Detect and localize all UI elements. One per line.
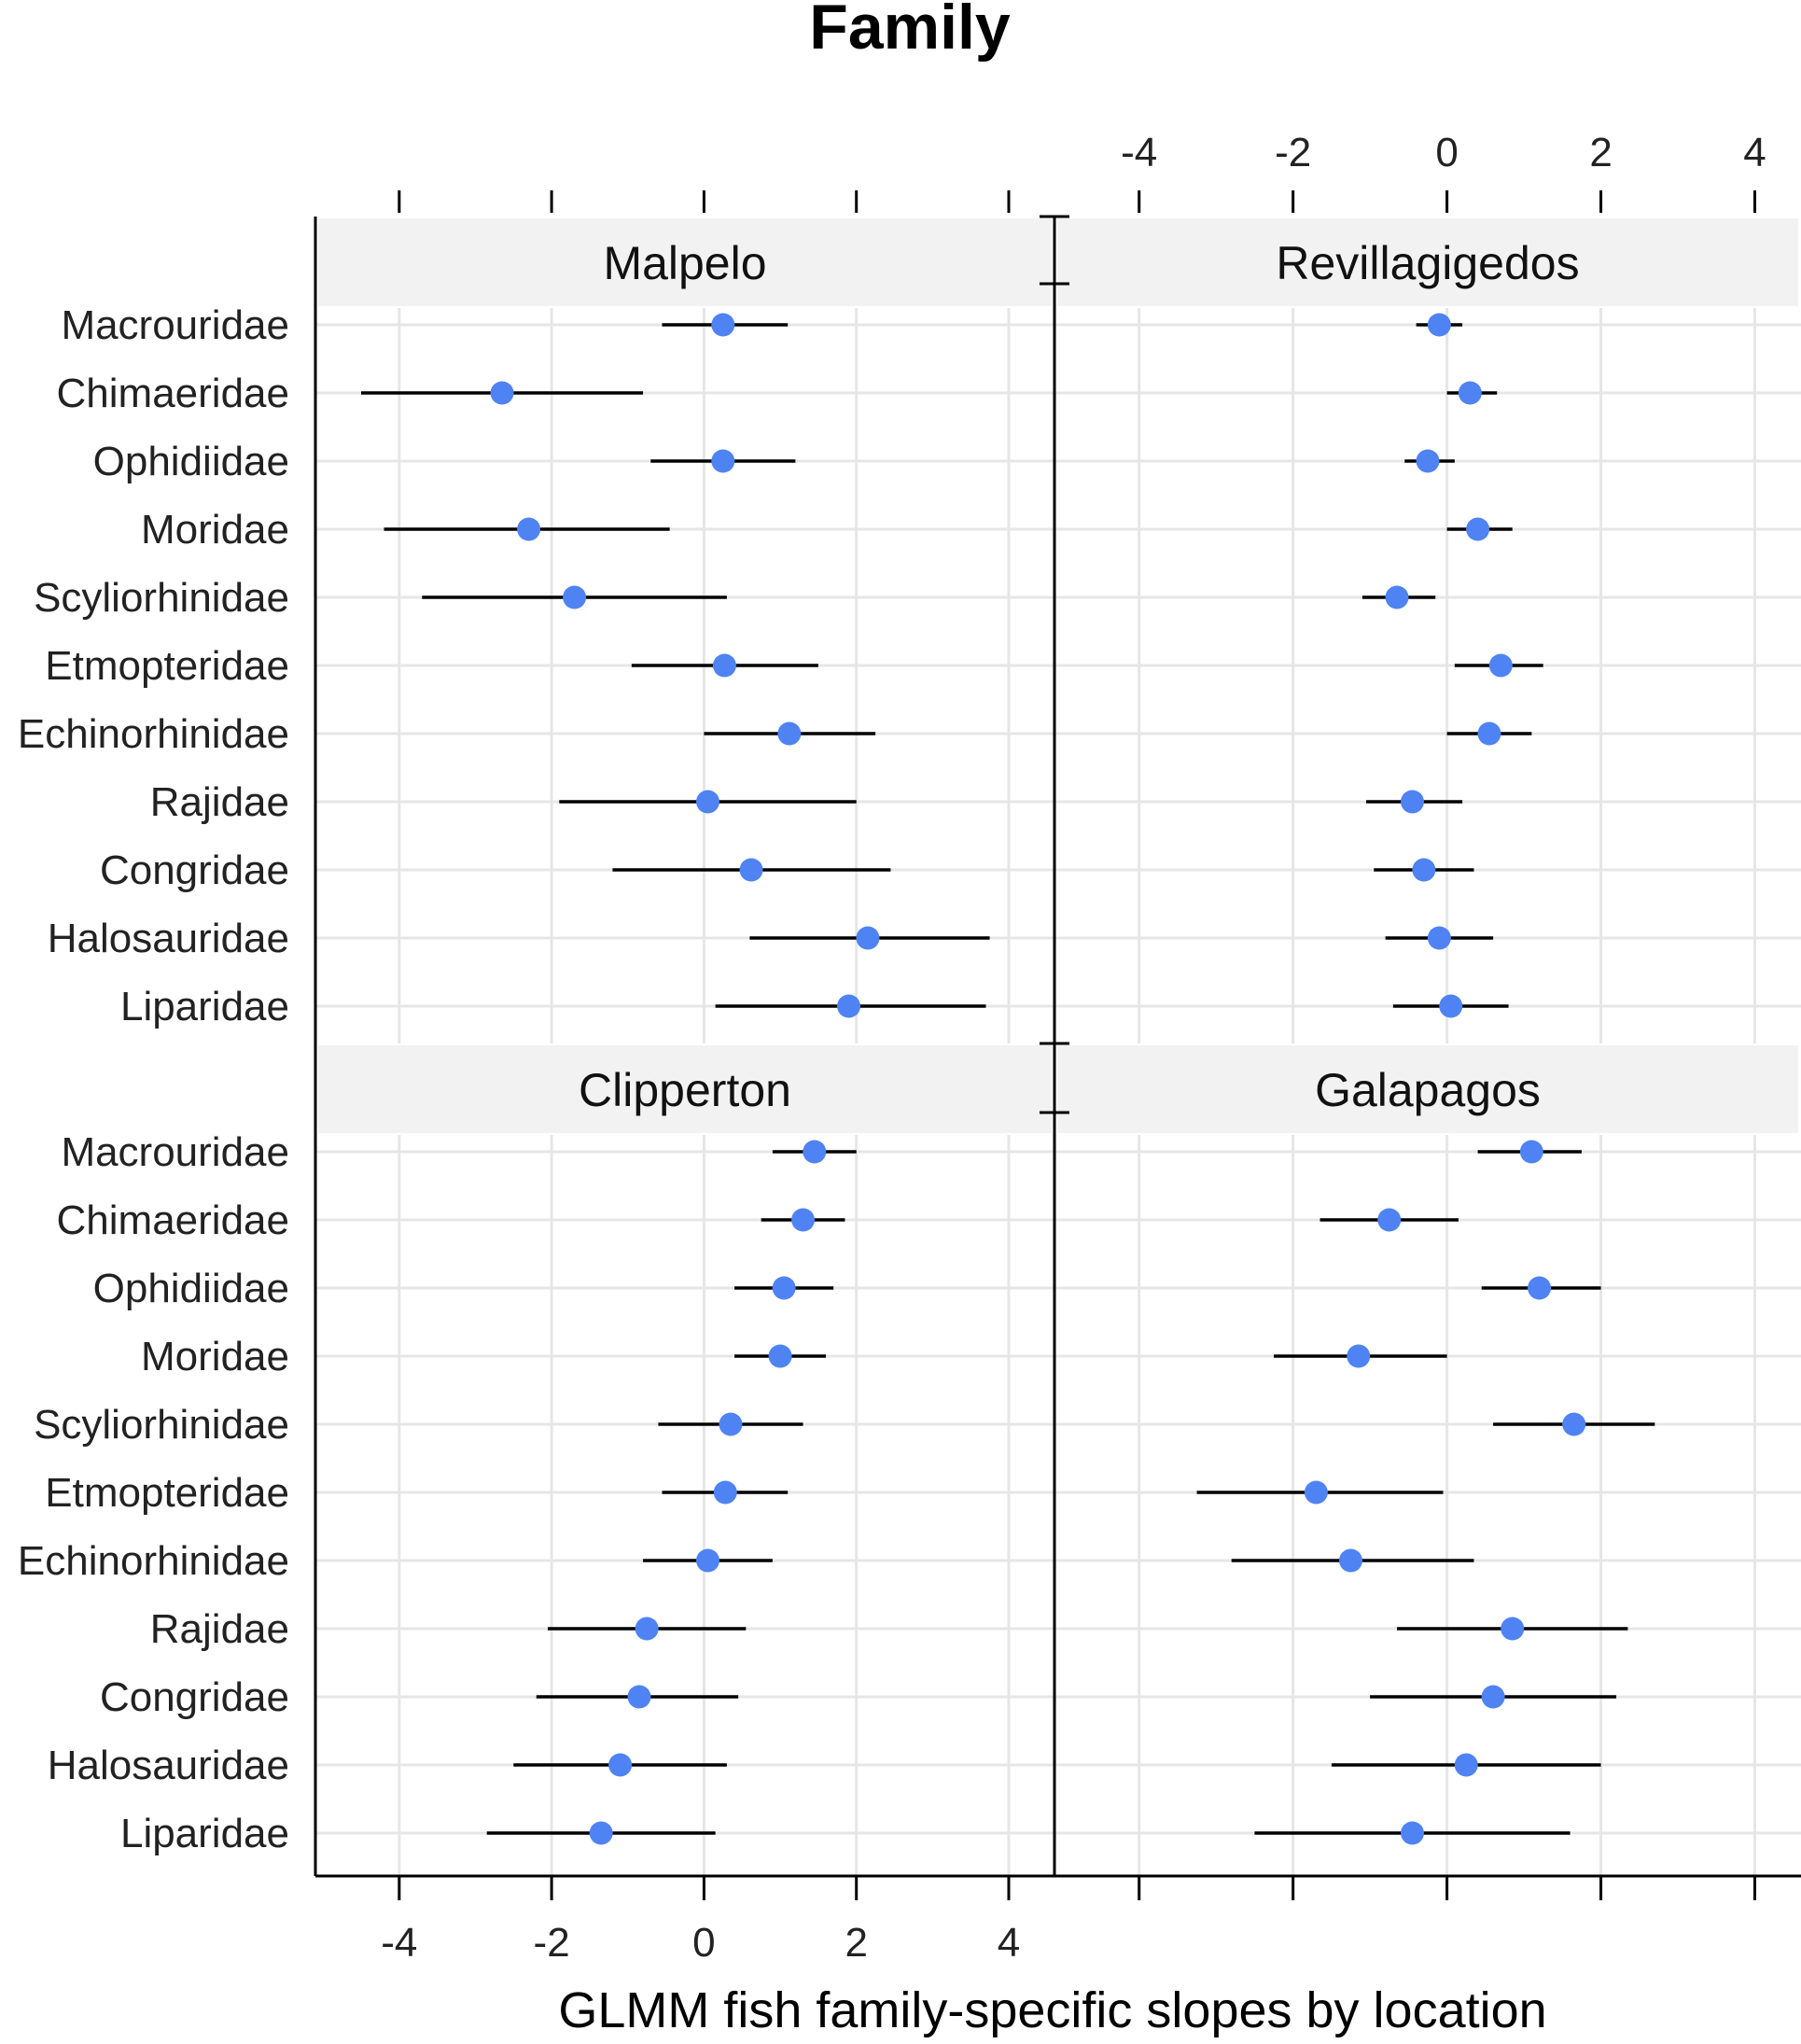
category-label-chimaeridae: Chimaeridae — [57, 371, 289, 416]
point-clipperton-congridae — [627, 1685, 651, 1709]
strip-label-revillagigedos: Revillagigedos — [1276, 237, 1579, 289]
category-label-ophidiidae: Ophidiidae — [93, 439, 289, 484]
point-clipperton-rajidae — [635, 1617, 659, 1641]
point-malpelo-liparidae — [837, 994, 861, 1018]
category-label-halosauridae: Halosauridae — [48, 1743, 289, 1788]
tick-label-bottom-left: -2 — [534, 1920, 570, 1966]
point-malpelo-scyliorhinidae — [563, 585, 587, 609]
point-malpelo-macrouridae — [711, 313, 735, 337]
point-clipperton-ophidiidae — [772, 1276, 796, 1300]
point-revillagigedos-etmopteridae — [1488, 653, 1513, 678]
category-label-congridae: Congridae — [100, 1674, 289, 1720]
point-revillagigedos-moridae — [1466, 517, 1490, 541]
category-label-echinorhinidae: Echinorhinidae — [18, 1538, 289, 1584]
point-clipperton-scyliorhinidae — [719, 1412, 743, 1436]
tick-label-top-right: -2 — [1275, 130, 1311, 175]
point-galapagos-etmopteridae — [1304, 1480, 1328, 1505]
point-clipperton-moridae — [768, 1344, 792, 1368]
point-revillagigedos-rajidae — [1401, 790, 1425, 814]
point-malpelo-halosauridae — [856, 926, 880, 950]
category-label-chimaeridae: Chimaeridae — [57, 1197, 289, 1243]
tick-label-bottom-left: 4 — [998, 1920, 1020, 1966]
point-galapagos-moridae — [1347, 1344, 1371, 1368]
point-revillagigedos-ophidiidae — [1416, 449, 1440, 473]
category-label-etmopteridae: Etmopteridae — [45, 643, 289, 689]
point-malpelo-echinorhinidae — [777, 721, 802, 746]
category-label-scyliorhinidae: Scyliorhinidae — [34, 1402, 289, 1448]
panel-malpelo: Malpelo — [315, 218, 1054, 1043]
strip-label-malpelo: Malpelo — [603, 237, 766, 289]
point-malpelo-congridae — [739, 858, 763, 882]
category-label-etmopteridae: Etmopteridae — [45, 1470, 289, 1516]
point-revillagigedos-echinorhinidae — [1477, 721, 1501, 746]
panel-revillagigedos: Revillagigedos — [1054, 218, 1801, 1043]
point-galapagos-echinorhinidae — [1339, 1548, 1363, 1573]
strip-malpelo — [318, 218, 1052, 306]
category-label-scyliorhinidae: Scyliorhinidae — [34, 575, 289, 621]
category-label-congridae: Congridae — [100, 847, 289, 893]
point-malpelo-ophidiidae — [711, 449, 735, 473]
strip-clipperton — [318, 1045, 1052, 1133]
strip-label-galapagos: Galapagos — [1315, 1064, 1541, 1116]
tick-label-bottom-left: 0 — [692, 1920, 715, 1966]
strip-revillagigedos — [1057, 218, 1798, 306]
chart-title: Family — [809, 0, 1011, 63]
category-label-macrouridae: Macrouridae — [61, 302, 289, 348]
point-galapagos-ophidiidae — [1528, 1276, 1552, 1300]
strip-label-clipperton: Clipperton — [579, 1064, 791, 1116]
point-galapagos-rajidae — [1501, 1617, 1525, 1641]
point-galapagos-halosauridae — [1454, 1753, 1478, 1777]
tick-label-top-right: 4 — [1743, 130, 1766, 175]
point-clipperton-chimaeridae — [791, 1208, 816, 1232]
category-label-liparidae: Liparidae — [120, 984, 289, 1029]
panel-galapagos: Galapagos — [1054, 1045, 1801, 1876]
category-label-rajidae: Rajidae — [150, 779, 289, 825]
point-galapagos-congridae — [1481, 1685, 1505, 1709]
panels: Malpelo Revillagigedos Clipperton Galapagos — [315, 218, 1801, 1876]
point-clipperton-halosauridae — [608, 1753, 633, 1777]
panel-clipperton: Clipperton — [315, 1045, 1054, 1876]
tick-label-top-right: 2 — [1589, 130, 1612, 175]
tick-label-top-right: -4 — [1121, 130, 1157, 175]
point-galapagos-liparidae — [1401, 1821, 1425, 1845]
category-label-moridae: Moridae — [141, 507, 289, 553]
axes: -4 -2 0 2 4 -4 -2 0 2 4 Macrouridae Chimaeridae Ophi… — [18, 130, 1801, 1966]
category-label-halosauridae: Halosauridae — [48, 916, 289, 961]
point-malpelo-chimaeridae — [490, 381, 514, 405]
tick-label-bottom-left: 2 — [845, 1920, 867, 1966]
point-clipperton-macrouridae — [803, 1140, 827, 1164]
category-label-rajidae: Rajidae — [150, 1606, 289, 1652]
point-clipperton-liparidae — [589, 1821, 613, 1845]
category-label-moridae: Moridae — [141, 1334, 289, 1379]
point-revillagigedos-congridae — [1412, 858, 1436, 882]
strip-galapagos — [1057, 1045, 1798, 1133]
tick-label-top-right: 0 — [1435, 130, 1458, 175]
point-revillagigedos-halosauridae — [1427, 926, 1451, 950]
tick-label-bottom-left: -4 — [381, 1920, 417, 1966]
point-galapagos-macrouridae — [1519, 1140, 1543, 1164]
category-label-liparidae: Liparidae — [120, 1811, 289, 1856]
point-clipperton-etmopteridae — [713, 1480, 737, 1505]
point-clipperton-echinorhinidae — [695, 1548, 719, 1573]
point-galapagos-scyliorhinidae — [1562, 1412, 1586, 1436]
category-label-macrouridae: Macrouridae — [61, 1129, 289, 1175]
point-revillagigedos-liparidae — [1439, 994, 1463, 1018]
point-revillagigedos-chimaeridae — [1458, 381, 1482, 405]
point-malpelo-moridae — [517, 517, 541, 541]
x-axis-label: GLMM fish family-specific slopes by loca… — [558, 1982, 1546, 2038]
point-galapagos-chimaeridae — [1377, 1208, 1402, 1232]
category-label-ophidiidae: Ophidiidae — [93, 1266, 289, 1311]
category-label-echinorhinidae: Echinorhinidae — [18, 711, 289, 757]
point-revillagigedos-scyliorhinidae — [1385, 585, 1409, 609]
point-malpelo-etmopteridae — [712, 653, 736, 678]
point-revillagigedos-macrouridae — [1427, 313, 1451, 337]
point-malpelo-rajidae — [695, 790, 719, 814]
